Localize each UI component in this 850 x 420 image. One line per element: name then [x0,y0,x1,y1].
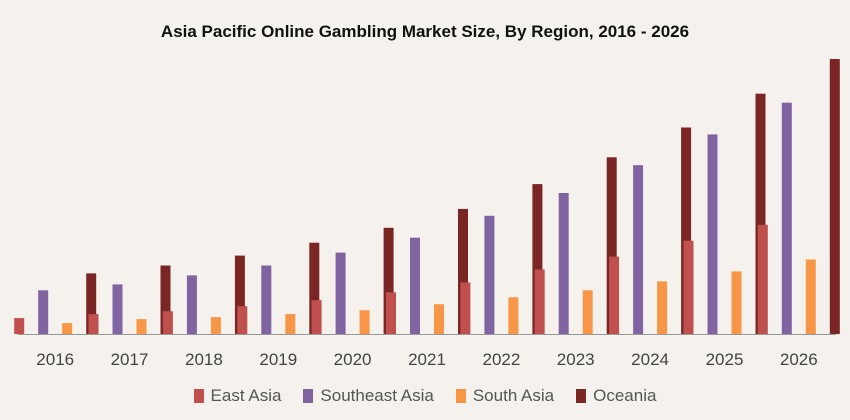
bar-east-asia-2024 [609,256,620,334]
bar-east-asia-2019 [237,306,248,334]
bar-south-asia-2020 [359,310,370,334]
bar-oceania-2017 [160,265,171,334]
x-tick-label: 2017 [111,350,149,369]
bar-south-asia-2026 [805,259,816,334]
bar-south-asia-2021 [434,304,444,334]
legend-swatch [193,389,204,403]
bar-southeast-asia-2023 [558,193,569,334]
legend-swatch [455,389,466,403]
bar-south-asia-2025 [731,271,742,334]
bar-oceania-2018 [234,255,245,334]
x-tick-label: 2024 [631,350,669,369]
bar-south-asia-2022 [508,297,519,334]
x-tick-label: 2019 [259,350,297,369]
bar-south-asia-2018 [210,317,221,334]
bar-oceania-2024 [681,127,692,334]
bar-east-asia-2023 [534,269,545,334]
bar-oceania-2021 [458,208,468,334]
bar-east-asia-2016 [14,318,25,334]
bar-southeast-asia-2025 [707,134,718,334]
x-tick-label: 2023 [557,350,595,369]
bar-southeast-asia-2026 [781,102,792,334]
x-tick-label: 2021 [408,350,446,369]
bar-southeast-asia-2017 [112,284,123,334]
bar-east-asia-2017 [88,314,99,334]
bar-southeast-asia-2016 [38,290,49,334]
bar-oceania-2022 [532,184,543,334]
x-tick-label: 2022 [482,350,520,369]
x-tick-label: 2018 [185,350,223,369]
bar-east-asia-2018 [162,311,173,334]
bar-south-asia-2016 [62,323,73,334]
bar-southeast-asia-2018 [186,275,197,334]
legend-label: Oceania [593,386,657,405]
bar-east-asia-2020 [311,300,322,334]
bar-oceania-2019 [309,242,320,334]
bar-south-asia-2017 [136,319,147,334]
x-tick-label: 2016 [36,350,74,369]
bar-east-asia-2022 [460,282,471,334]
legend-label: South Asia [472,386,555,405]
legend-item: Southeast Asia [303,386,434,406]
legend-label: East Asia [210,386,282,405]
bar-south-asia-2023 [582,290,593,334]
bar-southeast-asia-2021 [410,237,420,334]
bar-south-asia-2019 [285,314,296,334]
bar-east-asia-2026 [757,224,768,334]
x-tick-label: 2026 [780,350,818,369]
bar-oceania-2020 [383,227,394,334]
bar-southeast-asia-2019 [261,265,272,334]
x-tick-label: 2020 [334,350,372,369]
bar-east-asia-2025 [683,240,694,334]
bar-south-asia-2024 [657,281,668,334]
legend-item: South Asia [455,386,555,406]
legend-swatch [576,389,587,403]
legend: East Asia Southeast Asia South Asia Oceania [0,386,850,406]
legend-item: East Asia [193,386,282,406]
chart-title: Asia Pacific Online Gambling Market Size… [160,22,690,41]
bar-oceania-2026 [829,59,840,334]
bar-southeast-asia-2020 [335,252,346,334]
bar-southeast-asia-2024 [633,165,644,334]
bar-east-asia-2021 [386,292,396,334]
bar-oceania-2025 [755,93,766,334]
bar-southeast-asia-2022 [484,215,495,334]
bar-oceania-2016 [86,273,97,334]
legend-item: Oceania [576,386,656,406]
x-tick-label: 2025 [706,350,744,369]
bar-oceania-2023 [606,157,617,334]
legend-label: Southeast Asia [320,386,434,405]
legend-swatch [303,389,314,403]
